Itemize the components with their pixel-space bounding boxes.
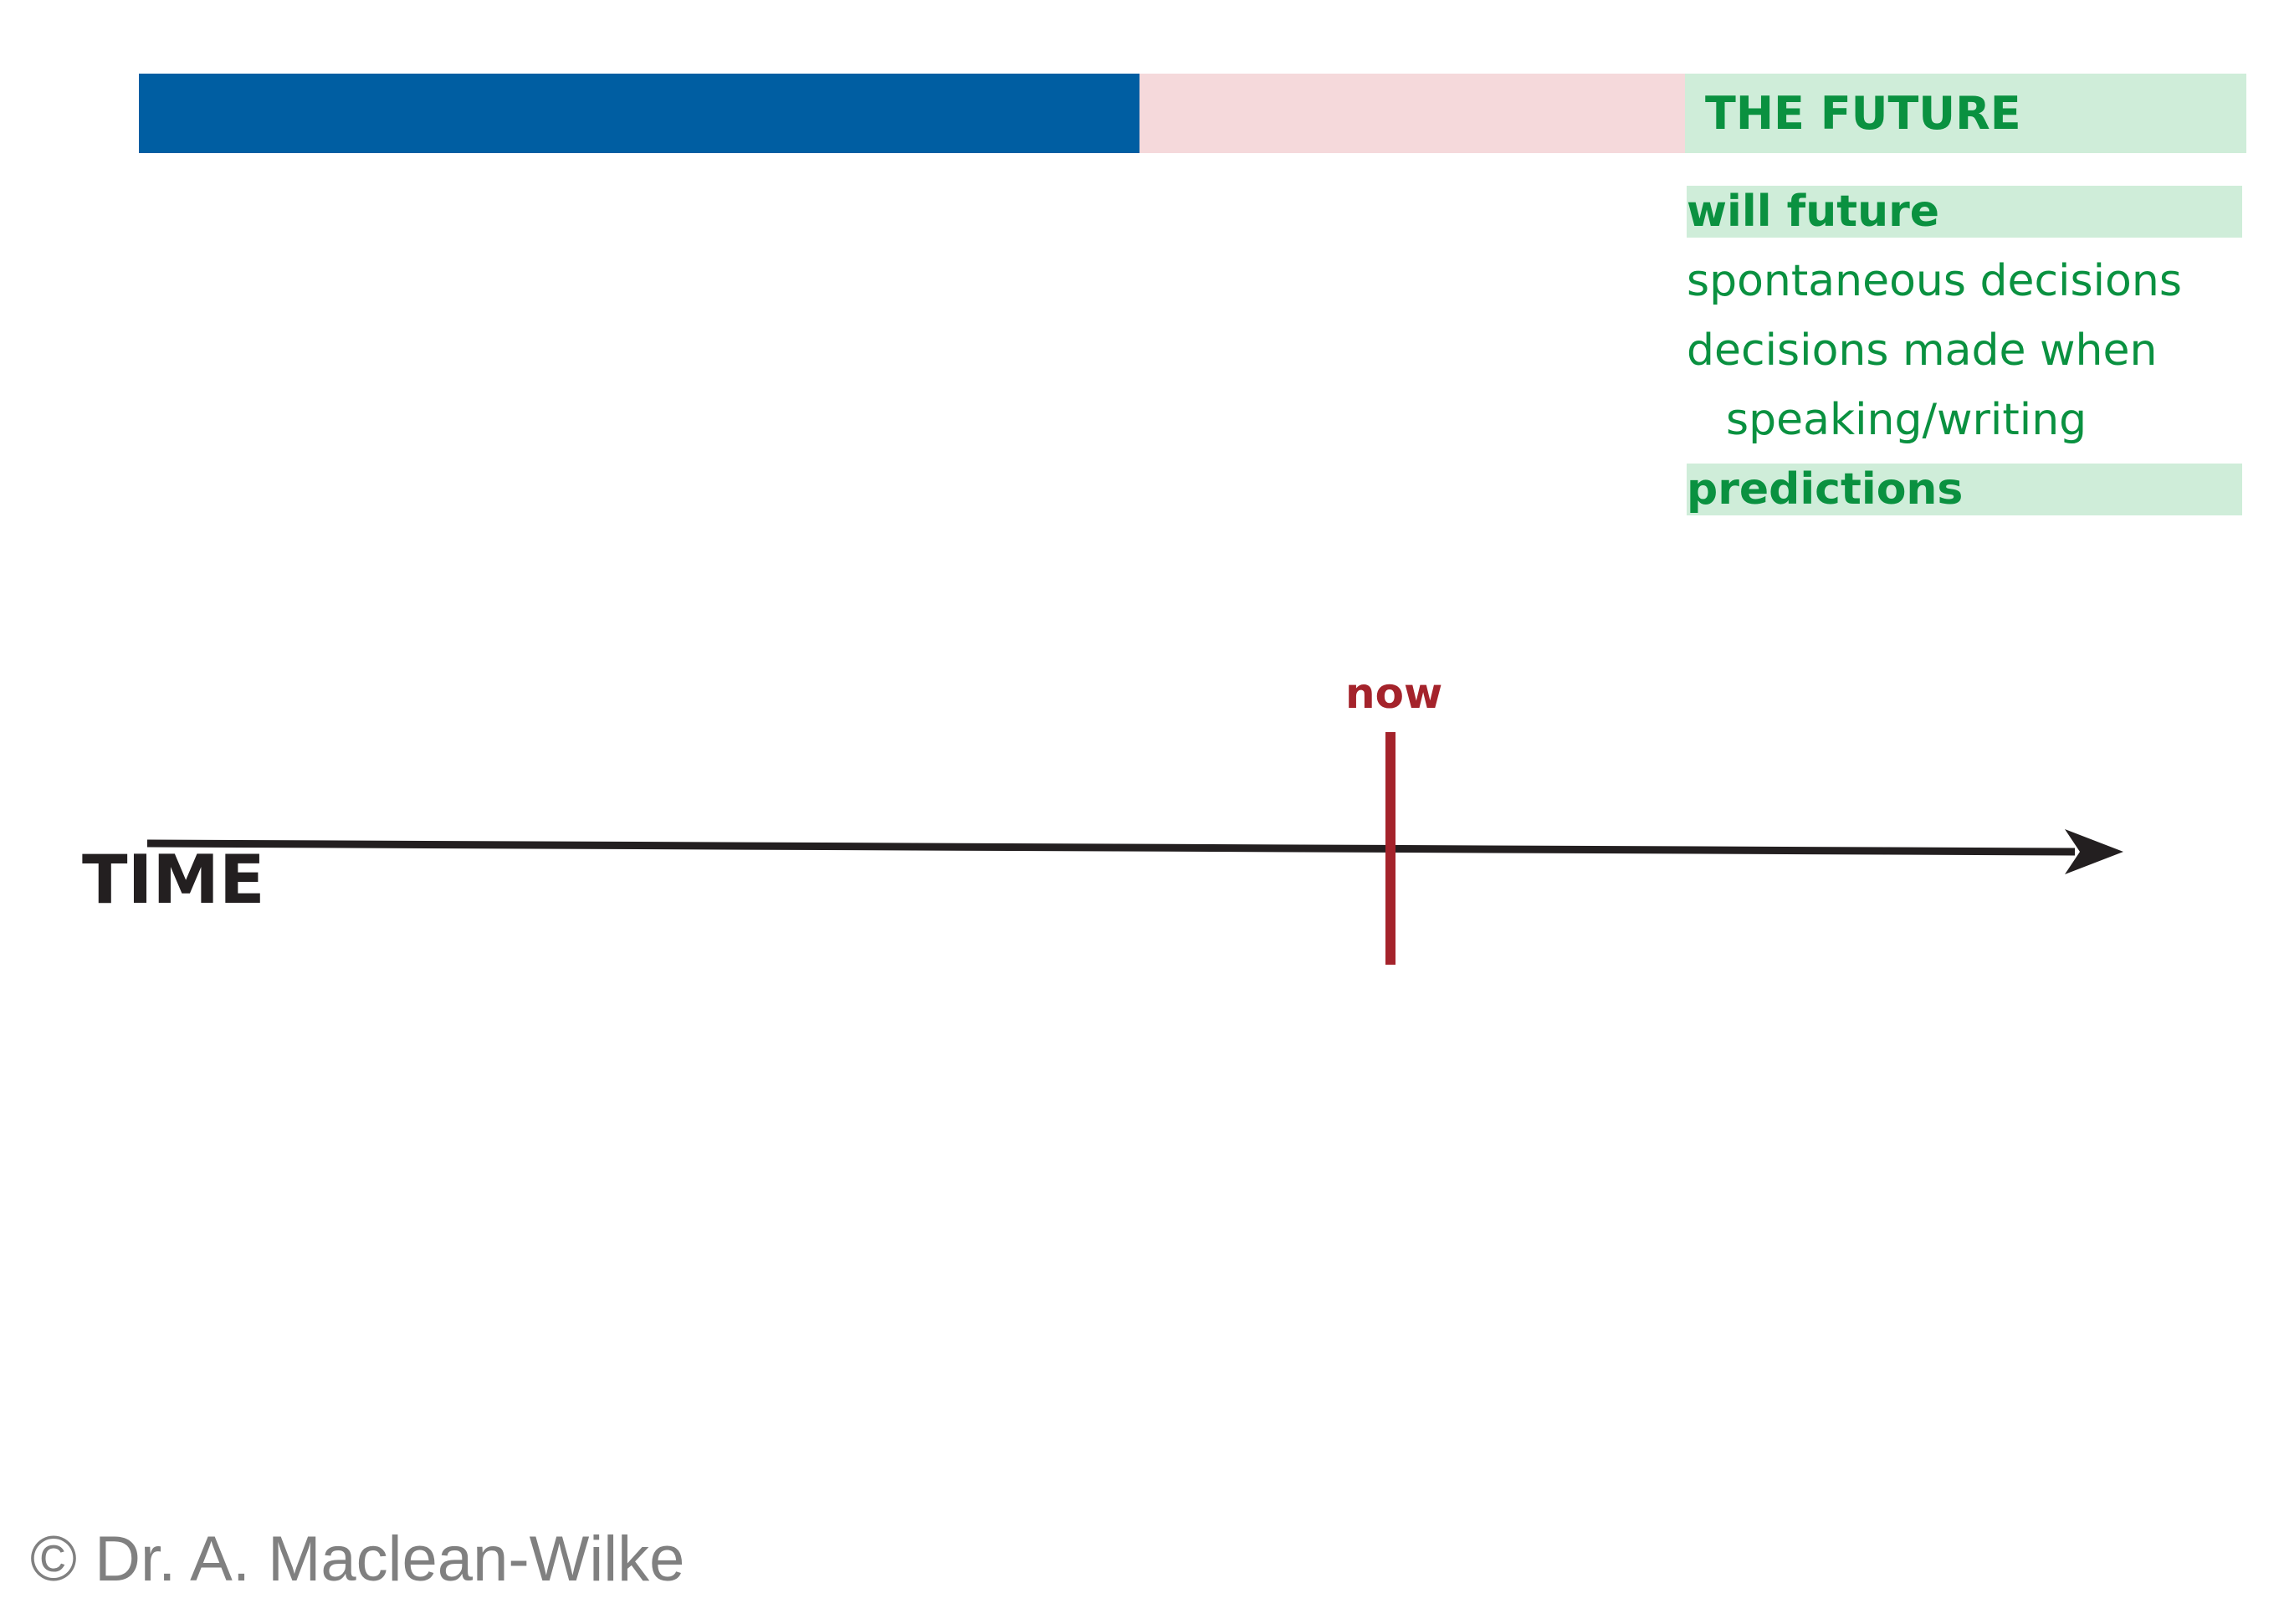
time-axis-arrowhead xyxy=(2065,829,2123,874)
use-item-will-future: will future xyxy=(1687,186,2242,238)
future-uses-list: will future spontaneous decisions decisi… xyxy=(1687,186,2242,525)
past-bar xyxy=(139,74,1139,153)
future-bar: THE FUTURE xyxy=(1685,74,2246,153)
now-label: now xyxy=(1345,669,1443,718)
use-item-decisions-when-speaking: decisions made when speaking/writing xyxy=(1687,316,2242,455)
use-item-predictions: predictions xyxy=(1687,464,2242,515)
copyright-notice: © Dr. A. Maclean-Wilke xyxy=(30,1524,685,1595)
time-axis-line xyxy=(146,839,2076,856)
use-item-spontaneous-decisions: spontaneous decisions xyxy=(1687,247,2242,316)
time-axis-label: TIME xyxy=(82,841,265,919)
use-item-label: will future xyxy=(1687,187,1940,237)
use-item-label: predictions xyxy=(1687,464,1964,515)
use-item-continuation: speaking/writing xyxy=(1726,395,2087,445)
use-item-label: decisions made when xyxy=(1687,325,2158,376)
future-heading: THE FUTURE xyxy=(1705,87,2021,140)
present-bar xyxy=(1139,74,1685,153)
use-item-label: spontaneous decisions xyxy=(1687,256,2182,306)
